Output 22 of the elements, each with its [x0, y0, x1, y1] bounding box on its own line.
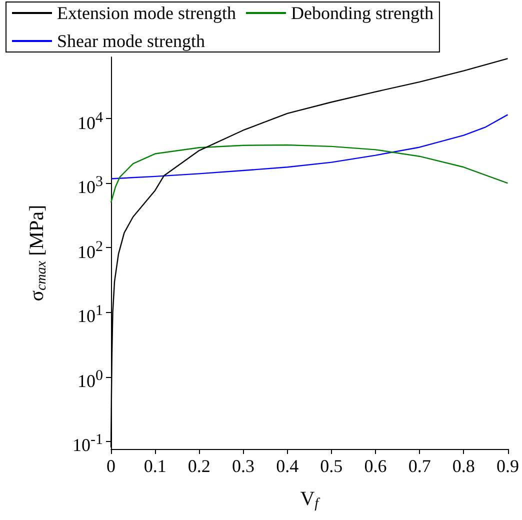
legend-label: Extension mode strength [57, 3, 236, 23]
y-tick-label: 10$^{3}$ [78, 173, 103, 198]
x-tick-label: 0 [106, 456, 116, 476]
x-tick-label: 0.9 [496, 456, 519, 476]
legend-label: Debonding strength [290, 3, 434, 23]
x-tick-label: 0.7 [408, 456, 431, 476]
y-tick-label: 10$^{2}$ [78, 238, 103, 263]
x-tick-label: 0.8 [452, 456, 475, 476]
line-series [110, 114, 508, 180]
y-tick-label: 10$^{1}$ [78, 302, 103, 328]
x-tick-label: 0.6 [364, 456, 387, 476]
x-tick-label: 0.4 [276, 456, 299, 476]
x-tick-label: 0.3 [232, 456, 254, 476]
line-series [110, 144, 508, 204]
legend-label: Shear mode strength [57, 31, 205, 51]
y-tick-label: 10$^{-1}$ [72, 431, 103, 456]
x-tick-label: 0.2 [188, 456, 210, 476]
y-tick-label: 10$^{4}$ [78, 108, 103, 134]
y-axis-title: σcmax [MPa] [26, 204, 50, 302]
x-tick-label: 0.5 [320, 456, 343, 476]
y-tick-label: 10$^{0}$ [78, 366, 103, 392]
x-tick-label: 0.1 [144, 456, 166, 476]
